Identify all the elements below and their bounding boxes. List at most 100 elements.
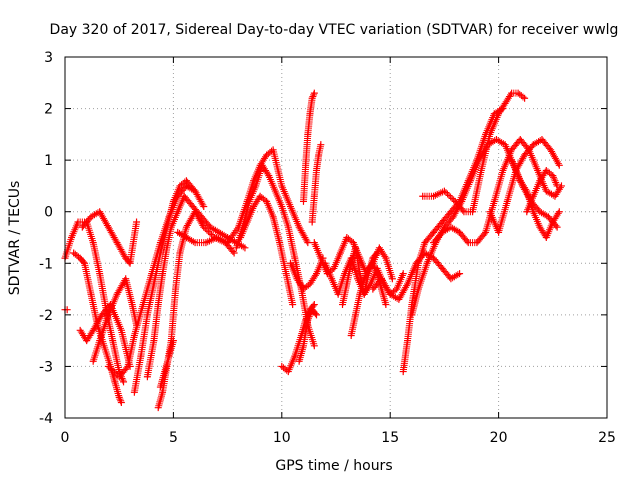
data-point [508, 146, 516, 154]
data-point [369, 285, 377, 293]
y-tick-label: 1 [44, 153, 53, 169]
data-point [89, 239, 97, 247]
series-arc-e [78, 208, 141, 267]
data-point [120, 378, 128, 386]
data-point [310, 239, 318, 247]
data-point [360, 275, 368, 283]
data-point [501, 141, 509, 149]
data-point [534, 166, 542, 174]
data-point [544, 213, 552, 221]
data-point [174, 228, 182, 236]
data-point [122, 275, 130, 283]
data-point [278, 203, 286, 211]
data-point [317, 141, 325, 149]
data-point [117, 399, 125, 407]
data-point [382, 254, 390, 262]
data-point [408, 311, 416, 319]
data-point [182, 177, 190, 185]
data-point [553, 182, 561, 190]
x-tick-label: 5 [169, 430, 178, 446]
data-point [536, 223, 544, 231]
data-point [130, 331, 138, 339]
data-point [206, 223, 214, 231]
data-point [516, 136, 524, 144]
y-tick-label: -1 [39, 256, 53, 272]
data-point [299, 197, 307, 205]
y-tick-label: 2 [44, 102, 53, 118]
data-point [104, 362, 112, 370]
data-point [96, 208, 104, 216]
x-tick-label: 10 [273, 430, 291, 446]
data-point [321, 259, 329, 267]
data-point [447, 275, 455, 283]
data-point [232, 244, 240, 252]
data-point [269, 213, 277, 221]
data-point [191, 187, 199, 195]
data-point [109, 337, 117, 345]
data-point [336, 249, 344, 257]
data-point [159, 388, 167, 396]
data-point [252, 182, 260, 190]
data-point [373, 270, 381, 278]
data-point [447, 223, 455, 231]
data-point [330, 264, 338, 272]
data-point [293, 275, 301, 283]
data-point [352, 311, 360, 319]
data-point [347, 259, 355, 267]
data-point [284, 368, 292, 376]
data-point [306, 110, 314, 118]
series-arc-q [308, 141, 325, 226]
data-point [317, 254, 325, 262]
data-point [555, 208, 563, 216]
series-arc-aa [430, 136, 565, 247]
data-point [310, 301, 318, 309]
x-axis-label: GPS time / hours [275, 458, 392, 474]
series-arc-z [419, 89, 529, 216]
data-point [241, 244, 249, 252]
data-point [516, 177, 524, 185]
data-point [393, 285, 401, 293]
data-point [250, 203, 258, 211]
data-point [115, 373, 123, 381]
series-trail [524, 168, 560, 214]
data-point [87, 290, 95, 298]
data-point [312, 166, 320, 174]
data-point [159, 270, 167, 278]
data-point [312, 270, 320, 278]
data-point [278, 182, 286, 190]
data-point [369, 259, 377, 267]
data-point [104, 311, 112, 319]
data-point [373, 249, 381, 257]
data-point [154, 404, 162, 412]
series-arc-o [295, 306, 320, 365]
data-point [286, 203, 294, 211]
y-axis-label: SDTVAR / TECUs [7, 181, 23, 296]
series-trail [90, 276, 140, 363]
data-point [89, 326, 97, 334]
data-point [269, 146, 277, 154]
data-point [536, 177, 544, 185]
data-point [161, 368, 169, 376]
data-point [458, 197, 466, 205]
data-point [356, 270, 364, 278]
data-point [139, 301, 147, 309]
data-point [343, 234, 351, 241]
data-point [308, 94, 316, 102]
data-point [521, 151, 529, 159]
data-point [304, 130, 312, 138]
data-point [438, 218, 446, 226]
data-point [299, 342, 307, 350]
data-point [438, 228, 446, 236]
data-point [501, 99, 509, 107]
data-point [169, 197, 177, 205]
data-point [495, 110, 503, 118]
data-point [215, 228, 223, 236]
data-point [404, 337, 412, 345]
data-point [486, 208, 494, 216]
data-point [299, 285, 307, 293]
data-point [271, 187, 279, 195]
data-point [378, 275, 386, 283]
data-point [176, 249, 184, 257]
data-point [167, 223, 175, 231]
